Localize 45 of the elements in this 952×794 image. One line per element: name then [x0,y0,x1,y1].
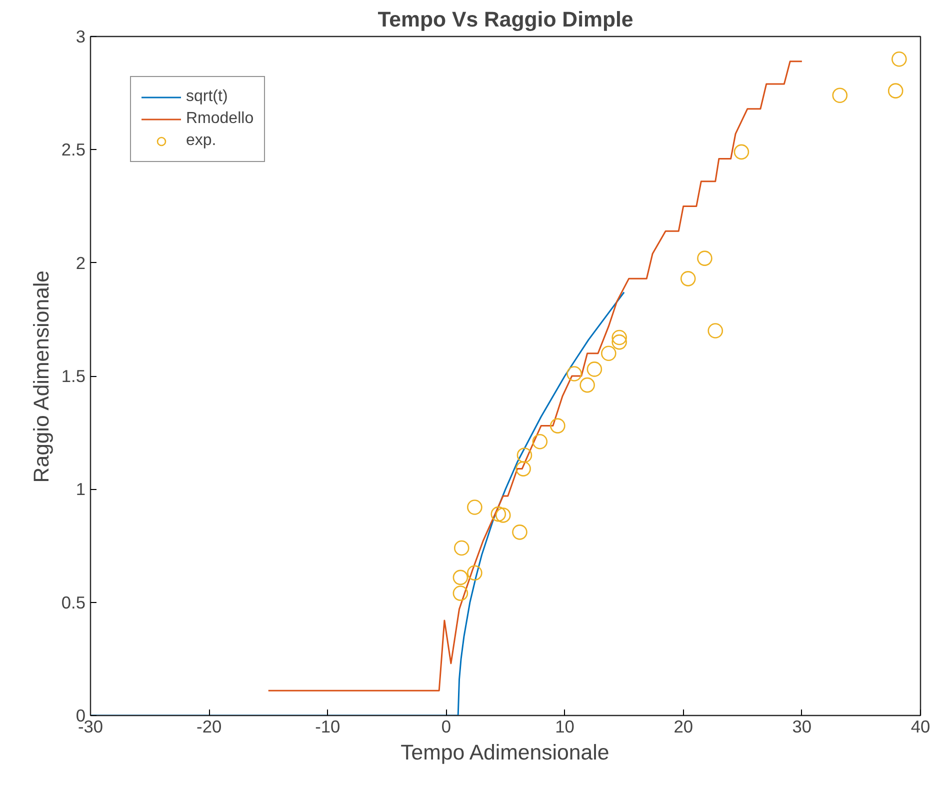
x-tick-label: 10 [555,716,574,736]
y-tick-label: 1 [76,479,86,500]
legend-label: exp. [186,132,216,150]
point [516,448,532,463]
y-axis-title: Raggio Adimensionale [29,270,54,483]
point [490,506,506,522]
point [532,434,548,450]
x-tick-label: 30 [792,716,812,736]
point [697,250,712,266]
point [454,540,470,556]
x-tick-label: 0 [441,716,452,736]
point [892,51,907,67]
point [680,271,696,286]
point [452,586,468,601]
point [734,144,750,160]
point [452,570,468,586]
chart-title: Tempo Vs Raggio Dimple [378,8,634,32]
point [580,377,595,393]
point [566,366,582,382]
point [516,461,531,476]
y-tick-label: 3 [76,26,86,46]
legend-label: sqrt(t) [186,88,228,106]
point [586,362,602,377]
line-series [268,60,803,692]
point [467,565,482,581]
point [550,418,566,434]
point [495,508,511,523]
x-tick-label: -20 [196,716,222,736]
point [512,524,528,540]
point [467,500,482,515]
point [612,330,627,346]
x-tick-label: 20 [674,716,693,736]
point [708,323,724,338]
y-tick-label: 2 [76,252,86,273]
x-axis-title: Tempo Adimensionale [400,740,610,764]
x-tick-label: 40 [910,716,930,736]
point [601,346,616,362]
y-tick-label: 0.5 [61,592,86,612]
y-tick-label: 2.5 [61,140,86,160]
point [832,88,848,103]
point [888,83,904,98]
point [612,334,627,350]
legend-label: Rmodello [186,110,254,128]
y-tick-label: 1.5 [61,366,86,386]
x-tick-label: -10 [315,716,340,736]
